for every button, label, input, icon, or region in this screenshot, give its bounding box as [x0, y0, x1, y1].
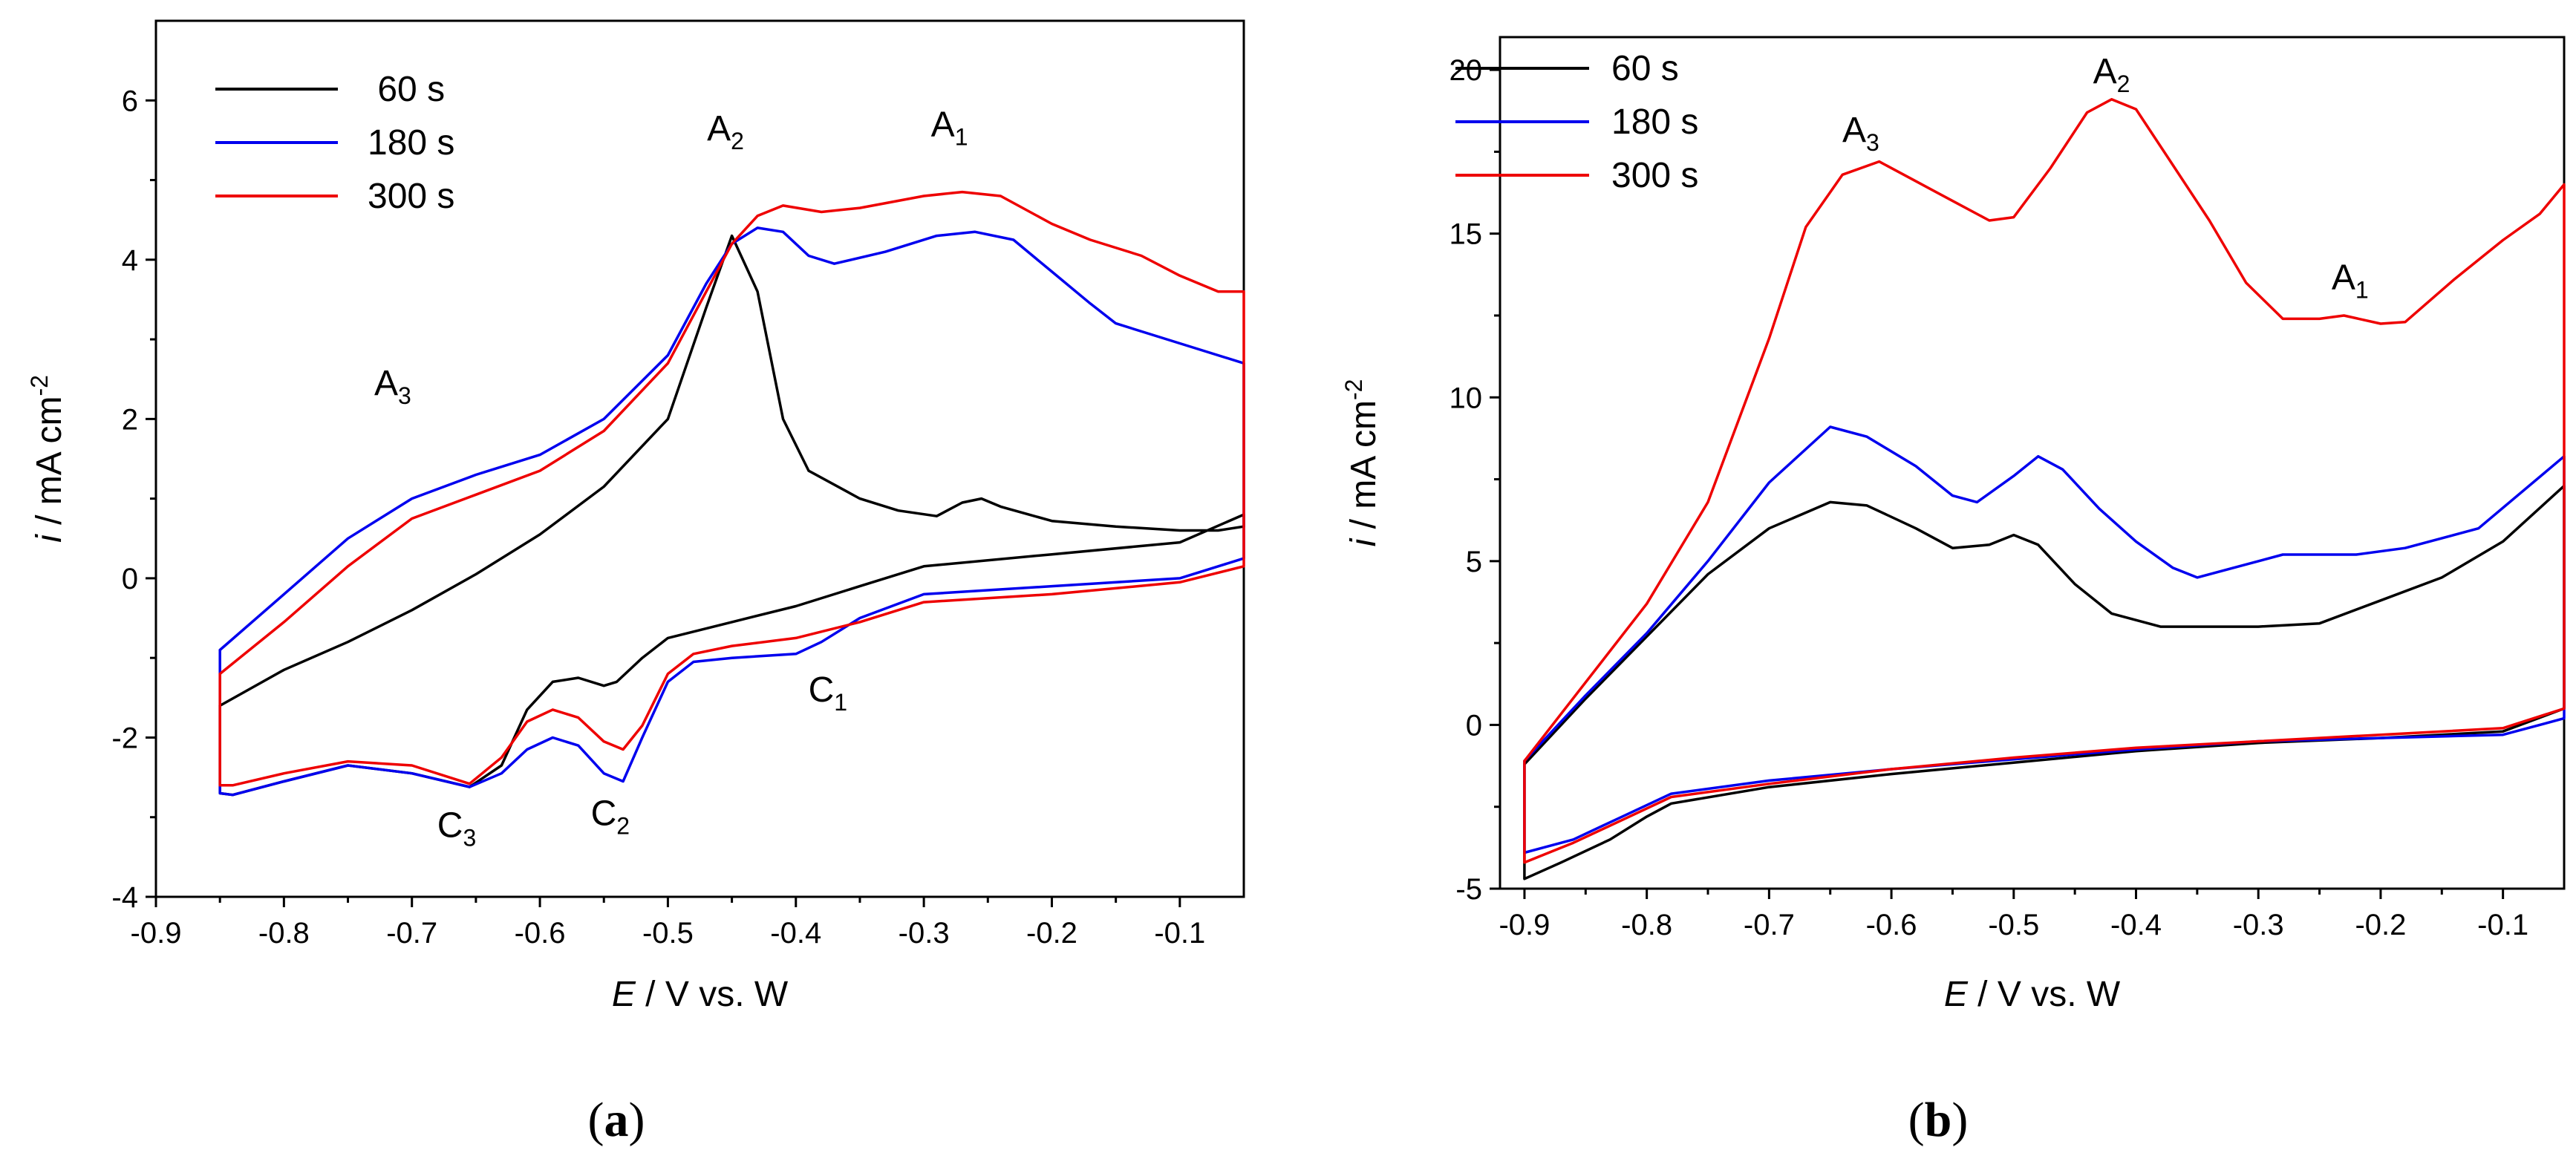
y-tick-label: 0 — [1466, 709, 1482, 742]
y-tick-label: 4 — [122, 244, 138, 277]
caption-open-paren: ( — [588, 1093, 604, 1147]
annotation-subscript: 1 — [834, 689, 847, 716]
series-line-300-s — [1523, 98, 2566, 864]
y-axis-label-exponent: -2 — [26, 375, 53, 396]
y-axis-label-unit: / mA cm — [30, 396, 69, 535]
caption-letter: b — [1925, 1093, 1952, 1147]
y-tick-label: 0 — [122, 563, 138, 595]
annotation-subscript: 1 — [955, 124, 968, 151]
x-tick-label: -0.3 — [2233, 909, 2284, 941]
annotation-letter: C — [591, 794, 617, 833]
annotation-letter: A — [374, 364, 398, 403]
annotation-subscript: 2 — [616, 812, 630, 839]
legend-entry: 180 s — [368, 123, 454, 163]
annotation-subscript: 2 — [2117, 71, 2130, 97]
chart-a-svg: -0.9 -0.8 -0.7 -0.6 -0.5 -0.4 -0.3 -0.2 -0.1 -4 -2… — [26, 19, 1245, 1147]
panel-b: -0.9 -0.8 -0.7 -0.6 -0.5 -0.4 -0.3 -0.2 -0.1 -5 0 5… — [1307, 0, 2576, 1173]
series-line-300-s — [218, 190, 1245, 787]
y-tick-label: 2 — [122, 403, 138, 436]
legend-entry: 180 s — [1611, 102, 1698, 142]
series-line-180-s — [218, 226, 1245, 797]
caption-open-paren: ( — [1908, 1093, 1925, 1147]
peak-annotation: C3 — [437, 806, 476, 852]
series-line-180-s — [1523, 425, 2566, 855]
x-tick-label: -0.8 — [1621, 909, 1672, 941]
panel-a: -0.9 -0.8 -0.7 -0.6 -0.5 -0.4 -0.3 -0.2 -0.1 -4 -2… — [26, 19, 1245, 1147]
x-axis-label-unit: / V vs. W — [636, 975, 789, 1014]
caption-close-paren: ) — [1951, 1093, 1968, 1147]
x-axis-label-unit: / V vs. W — [1968, 975, 2121, 1014]
x-axis-label-symbol: E — [612, 975, 636, 1014]
x-tick-label: -0.3 — [899, 917, 950, 950]
x-tick-label: -0.4 — [2110, 909, 2162, 941]
y-tick-label: 10 — [1450, 382, 1483, 414]
annotation-letter: C — [437, 806, 463, 846]
peak-annotation: C1 — [809, 670, 847, 716]
x-tick-label: -0.9 — [1499, 909, 1550, 941]
x-tick-label: -0.2 — [1026, 917, 1077, 950]
y-tick-label: -2 — [111, 722, 138, 754]
peak-annotation: A2 — [707, 109, 744, 154]
x-tick-label: -0.9 — [131, 917, 182, 950]
x-tick-label: -0.1 — [1154, 917, 1205, 950]
x-tick-label: -0.7 — [1744, 909, 1795, 941]
annotation-letter: A — [1842, 111, 1866, 150]
x-tick-label: -0.2 — [2355, 909, 2406, 941]
x-axis-label-symbol: E — [1944, 975, 1969, 1014]
y-tick-label: -5 — [1455, 873, 1482, 906]
peak-annotation: A1 — [931, 105, 968, 151]
y-axis-label-symbol: i — [30, 534, 69, 543]
legend-entry: 300 s — [1611, 156, 1698, 195]
x-tick-label: -0.7 — [386, 917, 437, 950]
x-axis-label: E / V vs. W — [1944, 975, 2121, 1014]
annotation-subscript: 3 — [1866, 129, 1879, 156]
y-axis-label: i / mA cm-2 — [1340, 379, 1383, 547]
annotation-subscript: 1 — [2355, 277, 2369, 304]
legend-entry: 60 s — [1611, 49, 1679, 88]
annotation-letter: A — [707, 109, 731, 148]
y-tick-label: 5 — [1466, 546, 1482, 578]
annotation-subscript: 2 — [731, 128, 744, 154]
annotation-letter: C — [809, 670, 835, 710]
peak-annotation: A3 — [374, 364, 411, 409]
y-axis-label-unit: / mA cm — [1344, 400, 1383, 539]
x-tick-label: -0.5 — [642, 917, 694, 950]
y-tick-label: -4 — [111, 881, 138, 914]
annotation-letter: A — [2332, 258, 2355, 298]
x-tick-label: -0.6 — [1866, 909, 1917, 941]
caption-close-paren: ) — [629, 1093, 645, 1147]
y-tick-label: 6 — [122, 85, 138, 117]
y-axis-label-symbol: i — [1344, 538, 1383, 546]
peak-annotation: A2 — [2093, 52, 2130, 97]
annotation-subscript: 3 — [398, 382, 411, 409]
x-axis-label: E / V vs. W — [612, 975, 789, 1014]
series-line-60-s — [1523, 484, 2566, 880]
peak-annotation: A1 — [2332, 258, 2369, 304]
x-tick-label: -0.1 — [2477, 909, 2528, 941]
annotation-letter: A — [931, 105, 955, 145]
peak-annotation: C2 — [591, 794, 630, 839]
x-tick-label: -0.4 — [770, 917, 821, 950]
plot-frame — [154, 19, 1245, 898]
annotation-subscript: 3 — [463, 825, 476, 852]
caption-letter: a — [604, 1093, 629, 1147]
x-tick-label: -0.8 — [258, 917, 310, 950]
series-line-60-s — [218, 234, 1245, 797]
x-tick-label: -0.6 — [515, 917, 566, 950]
peak-annotation: A3 — [1842, 111, 1879, 156]
y-axis-label-exponent: -2 — [1340, 379, 1367, 400]
y-tick-label: 20 — [1450, 54, 1483, 87]
y-axis-label: i / mA cm-2 — [26, 375, 69, 543]
legend-entry: 60 s — [368, 70, 445, 109]
legend-entry: 300 s — [368, 177, 454, 216]
y-tick-label: 15 — [1450, 218, 1483, 251]
panel-caption: (b) — [1908, 1093, 1969, 1147]
panel-caption: (a) — [588, 1093, 645, 1147]
annotation-letter: A — [2093, 52, 2117, 91]
chart-b-svg: -0.9 -0.8 -0.7 -0.6 -0.5 -0.4 -0.3 -0.2 -0.1 -5 0 5… — [1340, 36, 2566, 1147]
x-tick-label: -0.5 — [1988, 909, 2039, 941]
